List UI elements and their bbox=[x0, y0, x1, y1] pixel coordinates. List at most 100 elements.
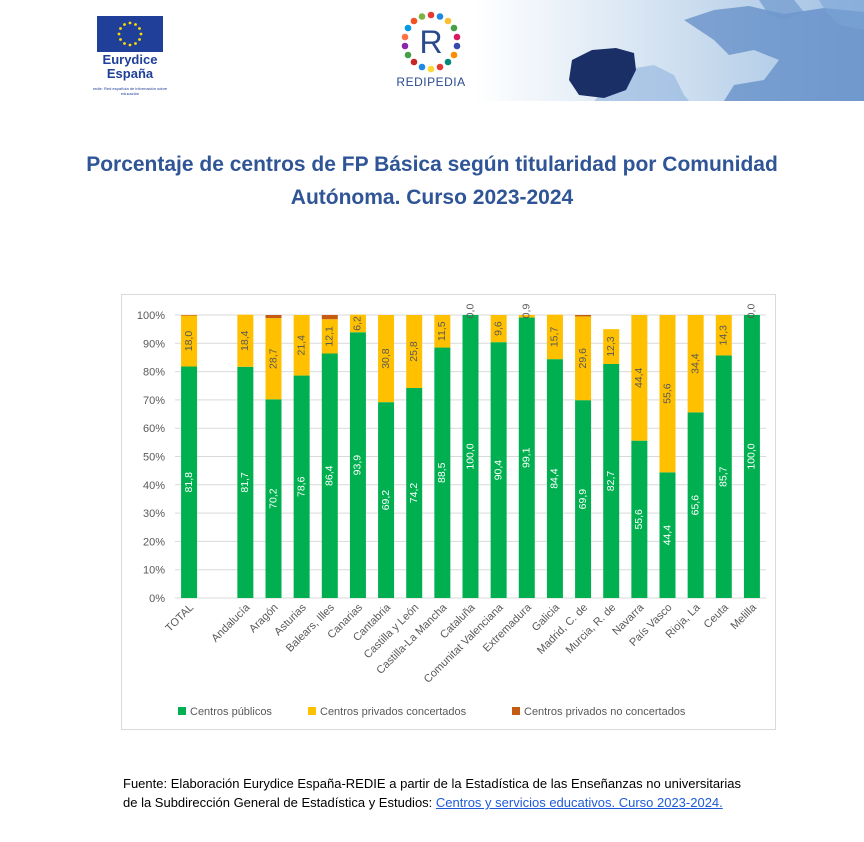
eu-stars-icon bbox=[117, 21, 143, 47]
data-label: 74,2 bbox=[408, 483, 420, 504]
data-label: 6,2 bbox=[352, 316, 364, 331]
data-label: 14,3 bbox=[718, 325, 730, 346]
data-label: 55,6 bbox=[633, 509, 645, 530]
bar-segment bbox=[434, 347, 451, 598]
bar-segment bbox=[265, 318, 282, 400]
data-label: 65,6 bbox=[689, 495, 701, 516]
y-tick-label: 50% bbox=[143, 452, 165, 464]
bar-segment bbox=[575, 315, 592, 317]
bar-segment bbox=[378, 315, 395, 403]
header-banner: Eurydice España redie: Red española de i… bbox=[0, 0, 864, 101]
bar-segment bbox=[687, 412, 704, 598]
bar-segment bbox=[349, 314, 366, 333]
bar-segment bbox=[293, 375, 310, 598]
eurydice-tagline: redie: Red española de información sobre… bbox=[92, 86, 168, 96]
bar-segment bbox=[659, 472, 676, 598]
bar-segment bbox=[462, 315, 479, 598]
data-label: 84,4 bbox=[549, 468, 561, 489]
bar-segment bbox=[575, 400, 592, 598]
data-label: 55,6 bbox=[661, 383, 673, 404]
bar-segment bbox=[349, 332, 366, 598]
bar-segment bbox=[406, 388, 423, 598]
bar-segment bbox=[743, 315, 760, 598]
data-label: 93,9 bbox=[352, 455, 364, 476]
data-label: 9,6 bbox=[492, 321, 504, 336]
data-label: 100,0 bbox=[464, 443, 476, 469]
data-label: 44,4 bbox=[661, 525, 673, 546]
bar-segment bbox=[659, 315, 676, 473]
x-tick-label: Ceuta bbox=[702, 601, 732, 631]
bar-segment bbox=[546, 314, 563, 360]
bar-segment bbox=[715, 315, 732, 356]
legend-swatch bbox=[178, 707, 186, 715]
europe-map-graphic bbox=[569, 0, 864, 101]
stacked-bar-chart: 0% 10% 20% 30% 40% 50% 60% 70% 80% 90% 100% 81,8 18,… bbox=[137, 304, 766, 718]
y-tick-label: 70% bbox=[143, 395, 165, 407]
eurydice-line2: España bbox=[106, 66, 154, 81]
bar-segment bbox=[293, 315, 310, 376]
chart-container: 0% 10% 20% 30% 40% 50% 60% 70% 80% 90% 100% 81,8 18,… bbox=[121, 294, 776, 730]
data-label: 29,6 bbox=[577, 348, 589, 369]
data-label: 82,7 bbox=[605, 471, 617, 492]
data-label: 78,6 bbox=[295, 476, 307, 497]
eurydice-wordmark: Eurydice España bbox=[90, 53, 170, 81]
data-label: 25,8 bbox=[408, 341, 420, 362]
data-label: 28,7 bbox=[267, 348, 279, 369]
source-note: Fuente: Elaboración Eurydice España-REDI… bbox=[123, 774, 741, 812]
y-tick-label: 80% bbox=[143, 367, 165, 379]
redipedia-logo: R bbox=[401, 11, 461, 73]
data-label: 18,0 bbox=[183, 331, 195, 352]
data-label: 100,0 bbox=[746, 443, 758, 469]
eu-flag-logo bbox=[97, 16, 163, 52]
data-label: 12,3 bbox=[605, 336, 617, 357]
data-label: 86,4 bbox=[324, 465, 336, 486]
bar-segment bbox=[546, 359, 563, 598]
y-tick-label: 90% bbox=[143, 338, 165, 350]
bar-segment bbox=[715, 355, 732, 598]
bar-segment bbox=[181, 315, 198, 367]
y-tick-label: 0% bbox=[149, 593, 165, 605]
bar-segment bbox=[265, 399, 282, 598]
x-tick-label: Andalucía bbox=[209, 601, 253, 645]
eurydice-line1: Eurydice bbox=[102, 52, 158, 67]
bar-segment bbox=[181, 315, 198, 316]
data-label: 18,4 bbox=[239, 330, 251, 351]
bar-segment bbox=[321, 353, 338, 598]
bar-segment bbox=[631, 440, 648, 598]
data-label: 11,5 bbox=[436, 321, 448, 341]
bar-segment bbox=[687, 315, 704, 413]
bar-segment bbox=[490, 315, 507, 343]
bar-segment bbox=[237, 366, 254, 598]
data-label: 15,7 bbox=[549, 327, 561, 348]
bar-segment bbox=[631, 315, 648, 441]
y-tick-label: 40% bbox=[143, 480, 165, 492]
data-label: 70,2 bbox=[267, 488, 279, 509]
data-label: 0,0 bbox=[464, 304, 476, 319]
y-tick-label: 10% bbox=[143, 565, 165, 577]
source-link[interactable]: Centros y servicios educativos. Curso 20… bbox=[435, 795, 723, 810]
bar-segment bbox=[237, 314, 254, 367]
data-label: 88,5 bbox=[436, 462, 448, 483]
data-label: 81,7 bbox=[239, 472, 251, 493]
data-label: 34,4 bbox=[689, 353, 701, 374]
bar-segment bbox=[575, 316, 592, 401]
legend-label: Centros públicos bbox=[190, 706, 272, 718]
y-tick-label: 60% bbox=[143, 423, 165, 435]
data-label: 0,9 bbox=[521, 304, 533, 319]
bar-segment bbox=[603, 363, 620, 598]
redipedia-logo-letter: R bbox=[419, 24, 442, 60]
x-tick-label: Melilla bbox=[729, 601, 760, 632]
data-label: 99,1 bbox=[521, 447, 533, 468]
bar-segment bbox=[265, 315, 282, 319]
bar-segment bbox=[434, 315, 451, 348]
bar-segment bbox=[518, 317, 535, 598]
legend-swatch bbox=[512, 707, 520, 715]
data-label: 30,8 bbox=[380, 348, 392, 369]
x-tick-label: TOTAL bbox=[163, 602, 196, 635]
legend-label: Centros privados concertados bbox=[320, 706, 467, 718]
bar-segment bbox=[321, 319, 338, 354]
bar-segment bbox=[603, 329, 620, 364]
data-label: 90,4 bbox=[492, 460, 504, 481]
data-label: 69,9 bbox=[577, 489, 589, 510]
bar-segment bbox=[378, 402, 395, 598]
